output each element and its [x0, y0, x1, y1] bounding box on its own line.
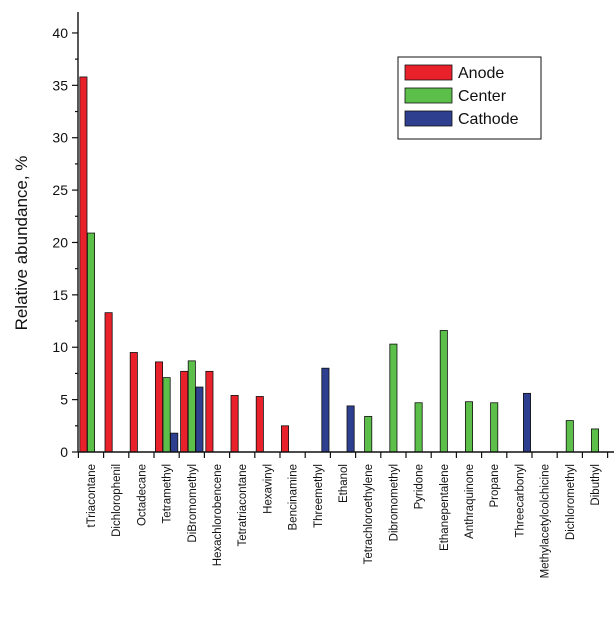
y-tick-label: 40 — [52, 25, 68, 41]
bar-anode-bencinamine — [281, 426, 288, 452]
bar-center-ttriacontane — [87, 233, 94, 452]
x-category-label: Ethanol — [338, 464, 350, 503]
bar-center-pyridone — [415, 403, 422, 452]
bar-cathode-threemethyl — [322, 368, 329, 452]
x-category-label: Anthraquinone — [464, 464, 476, 539]
y-tick-label: 35 — [52, 77, 68, 93]
x-category-label: DiBromomethyl — [187, 464, 199, 543]
legend-swatch-center — [405, 88, 452, 103]
bar-center-dibromomethyl — [390, 344, 397, 452]
y-tick-label: 10 — [52, 339, 68, 355]
x-category-label: Ethanepentalene — [439, 464, 451, 551]
legend: Anode Center Cathode — [398, 57, 541, 139]
legend-label-anode: Anode — [458, 65, 504, 82]
bar-cathode-tetramethyl — [171, 433, 178, 452]
bar-cathode-threecarbonyl — [523, 393, 530, 452]
x-category-label: Threemethyl — [313, 464, 325, 528]
bar-center-propane — [491, 403, 498, 452]
bar-center-tetrachloroethylene — [365, 416, 372, 452]
x-category-label: Tetratriacontane — [237, 464, 249, 546]
x-category-label: Dichloromethyl — [565, 464, 577, 540]
y-axis-title: Relative abundance, % — [12, 156, 31, 331]
bar-anode-dichlorophenil — [105, 313, 112, 452]
legend-swatch-anode — [405, 65, 452, 80]
bar-anode-hexachlorobencene — [206, 371, 213, 452]
bar-anode-dibromomethyl — [181, 371, 188, 452]
y-tick-label: 0 — [60, 444, 68, 460]
x-category-label: Hexavinyl — [262, 464, 274, 514]
y-tick-label: 25 — [52, 182, 68, 198]
bar-center-dichloromethyl — [566, 421, 573, 452]
x-category-label: Dichlorophenil — [111, 464, 123, 537]
x-category-label: Methylacetylcolchicine — [540, 464, 552, 578]
x-category-label: Dibromomethyl — [388, 464, 400, 541]
x-category-label: Threecarbonyl — [514, 464, 526, 538]
bar-center-tetramethyl — [163, 378, 170, 452]
legend-label-center: Center — [458, 88, 507, 105]
x-category-label: Bencinamine — [288, 464, 300, 530]
x-category-label: Hexachlorobencene — [212, 464, 224, 566]
x-category-label: Octadecane — [136, 464, 148, 526]
bar-anode-tetratriacontane — [231, 395, 238, 452]
bar-cathode-dibromomethyl — [196, 387, 203, 452]
legend-label-cathode: Cathode — [458, 111, 519, 128]
bar-anode-ttriacontane — [80, 77, 87, 452]
bar-center-dibromomethyl — [188, 361, 195, 452]
x-category-label: Tetrachloroethylene — [363, 464, 375, 564]
bar-anode-hexavinyl — [256, 396, 263, 452]
x-category-label: Dibuthyl — [590, 464, 602, 506]
y-tick-label: 5 — [60, 392, 68, 408]
x-category-label: Tetramethyl — [162, 464, 174, 523]
x-category-label: Pyridone — [414, 464, 426, 509]
bar-center-anthraquinone — [465, 402, 472, 452]
bar-center-dibuthyl — [591, 429, 598, 452]
legend-swatch-cathode — [405, 111, 452, 126]
bar-cathode-ethanol — [347, 406, 354, 452]
y-tick-labels: 0 5 10 15 20 25 30 35 40 — [52, 25, 68, 460]
y-tick-label: 30 — [52, 130, 68, 146]
x-category-label: Propane — [489, 464, 501, 507]
y-tick-label: 15 — [52, 287, 68, 303]
bar-center-ethanepentalene — [440, 330, 447, 452]
bar-anode-tetramethyl — [155, 362, 162, 452]
bar-anode-octadecane — [130, 352, 137, 452]
x-category-labels: tTriacontane Dichlorophenil Octadecane Tetr… — [86, 464, 614, 578]
x-category-label: tTriacontane — [86, 464, 98, 528]
y-tick-label: 20 — [52, 234, 68, 250]
